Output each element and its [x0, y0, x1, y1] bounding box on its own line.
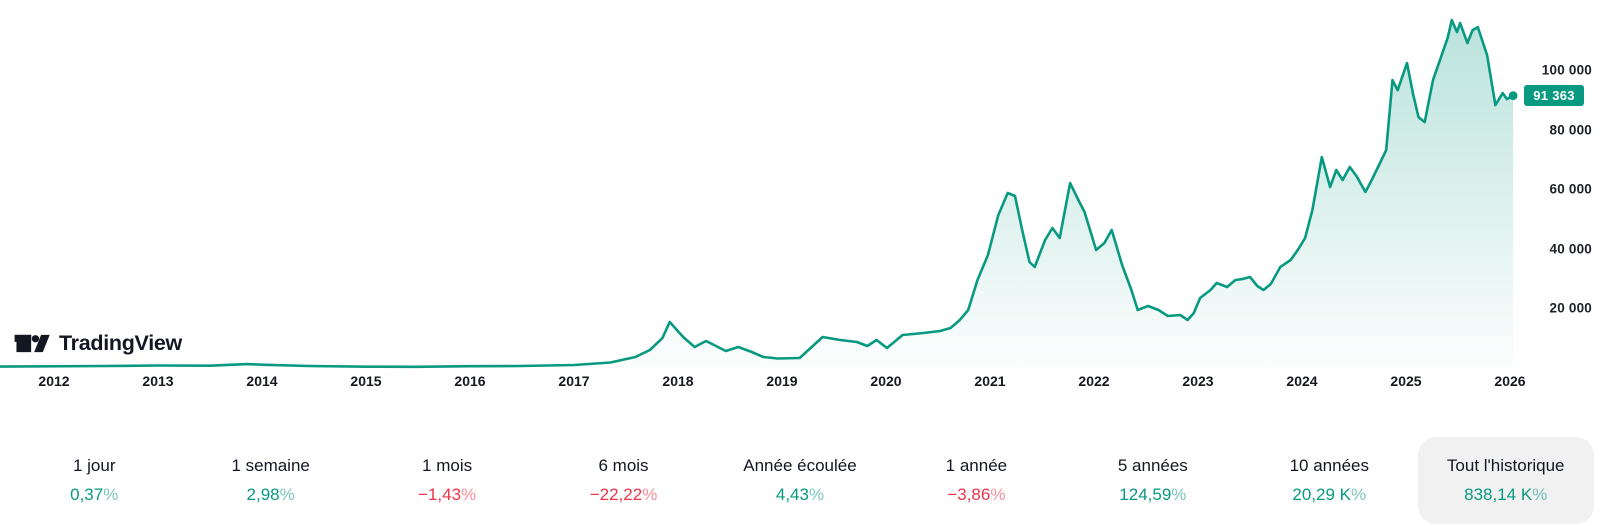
x-axis-label-2022: 2022 [1078, 373, 1110, 389]
period-tab-1-jour[interactable]: 1 jour 0,37% [6, 437, 182, 524]
period-tab-10-annees[interactable]: 10 années 20,29 K% [1241, 437, 1417, 524]
percent-sign: % [461, 485, 477, 504]
period-tab-label: Tout l'historique [1446, 456, 1565, 475]
period-change-value: 0,37% [70, 485, 119, 504]
period-tab-label: 1 année [945, 456, 1008, 475]
period-change-value: 4,43% [775, 485, 825, 504]
percent-sign: % [1171, 485, 1187, 504]
period-tab-1-semaine[interactable]: 1 semaine 2,98% [182, 437, 358, 524]
period-tab-label: 1 semaine [231, 456, 310, 475]
x-axis-label-2026: 2026 [1494, 373, 1526, 389]
period-tab-annee-ecoulee[interactable]: Année écoulée 4,43% [712, 437, 888, 524]
period-tab-label: 5 années [1117, 456, 1188, 475]
y-axis-label-100000: 100 000 [1541, 62, 1592, 78]
x-axis-label-2013: 2013 [142, 373, 174, 389]
x-axis-label-2025: 2025 [1390, 373, 1422, 389]
period-change-value: −3,86% [947, 485, 1006, 504]
x-axis-label-2012: 2012 [38, 373, 70, 389]
area-fill [0, 20, 1514, 369]
period-tabs: 1 jour 0,37% 1 semaine 2,98% 1 mois −1,43% 6 m… [6, 437, 1594, 524]
period-tab-label: Année écoulée [743, 456, 857, 475]
x-axis-label-2019: 2019 [766, 373, 798, 389]
period-change-value: 20,29 K% [1292, 485, 1367, 504]
y-axis-label-80000: 80 000 [1549, 122, 1592, 137]
price-chart-svg[interactable] [0, 0, 1600, 436]
x-axis-label-2020: 2020 [870, 373, 902, 389]
x-axis-label-2023: 2023 [1182, 373, 1214, 389]
period-tab-label: 10 années [1289, 456, 1369, 475]
period-change-value: 838,14 K% [1464, 485, 1548, 504]
percent-sign: % [808, 485, 825, 504]
x-axis-label-2014: 2014 [246, 373, 278, 389]
x-axis-label-2015: 2015 [350, 373, 382, 389]
period-tab-5-annees[interactable]: 5 années 124,59% [1065, 437, 1241, 524]
percent-sign: % [642, 485, 658, 504]
period-change-value: −22,22% [589, 485, 658, 504]
period-tab-label: 1 mois [422, 456, 473, 475]
x-axis-label-2024: 2024 [1286, 373, 1318, 389]
percent-sign: % [1532, 485, 1548, 504]
price-chart-area[interactable]: 100 000 80 000 60 000 40 000 20 000 91 363 2… [0, 0, 1600, 436]
x-axis-label-2018: 2018 [662, 373, 694, 389]
x-axis-label-2016: 2016 [454, 373, 486, 389]
period-tab-tout-l-historique[interactable]: Tout l'historique 838,14 K% [1417, 437, 1594, 524]
period-change-value: 124,59% [1119, 485, 1187, 504]
x-axis-label-2017: 2017 [558, 373, 590, 389]
period-change-value: −1,43% [418, 485, 477, 504]
period-tab-1-mois[interactable]: 1 mois −1,43% [359, 437, 535, 524]
tradingview-logo-text: TradingView [59, 331, 182, 355]
period-change-value: 2,98% [246, 485, 295, 504]
percent-sign: % [103, 485, 119, 504]
percent-sign: % [990, 485, 1006, 504]
tradingview-logo-link[interactable]: TradingView [13, 331, 182, 356]
price-line [0, 18, 1515, 369]
period-tab-1-annee[interactable]: 1 année −3,86% [888, 437, 1064, 524]
y-axis-label-60000: 60 000 [1549, 181, 1592, 197]
percent-sign: % [1351, 485, 1367, 504]
x-axis-label-2021: 2021 [974, 373, 1006, 389]
period-tab-label: 1 jour [72, 456, 116, 475]
period-tab-label: 6 mois [598, 456, 649, 475]
tradingview-logo-icon [14, 334, 50, 353]
last-price-dot [1508, 91, 1518, 101]
period-tab-6-mois[interactable]: 6 mois −22,22% [535, 437, 711, 524]
last-price-badge: 91 363 [1524, 85, 1584, 107]
y-axis-label-40000: 40 000 [1549, 241, 1592, 256]
percent-sign: % [279, 485, 295, 504]
y-axis-label-20000: 20 000 [1549, 300, 1592, 316]
